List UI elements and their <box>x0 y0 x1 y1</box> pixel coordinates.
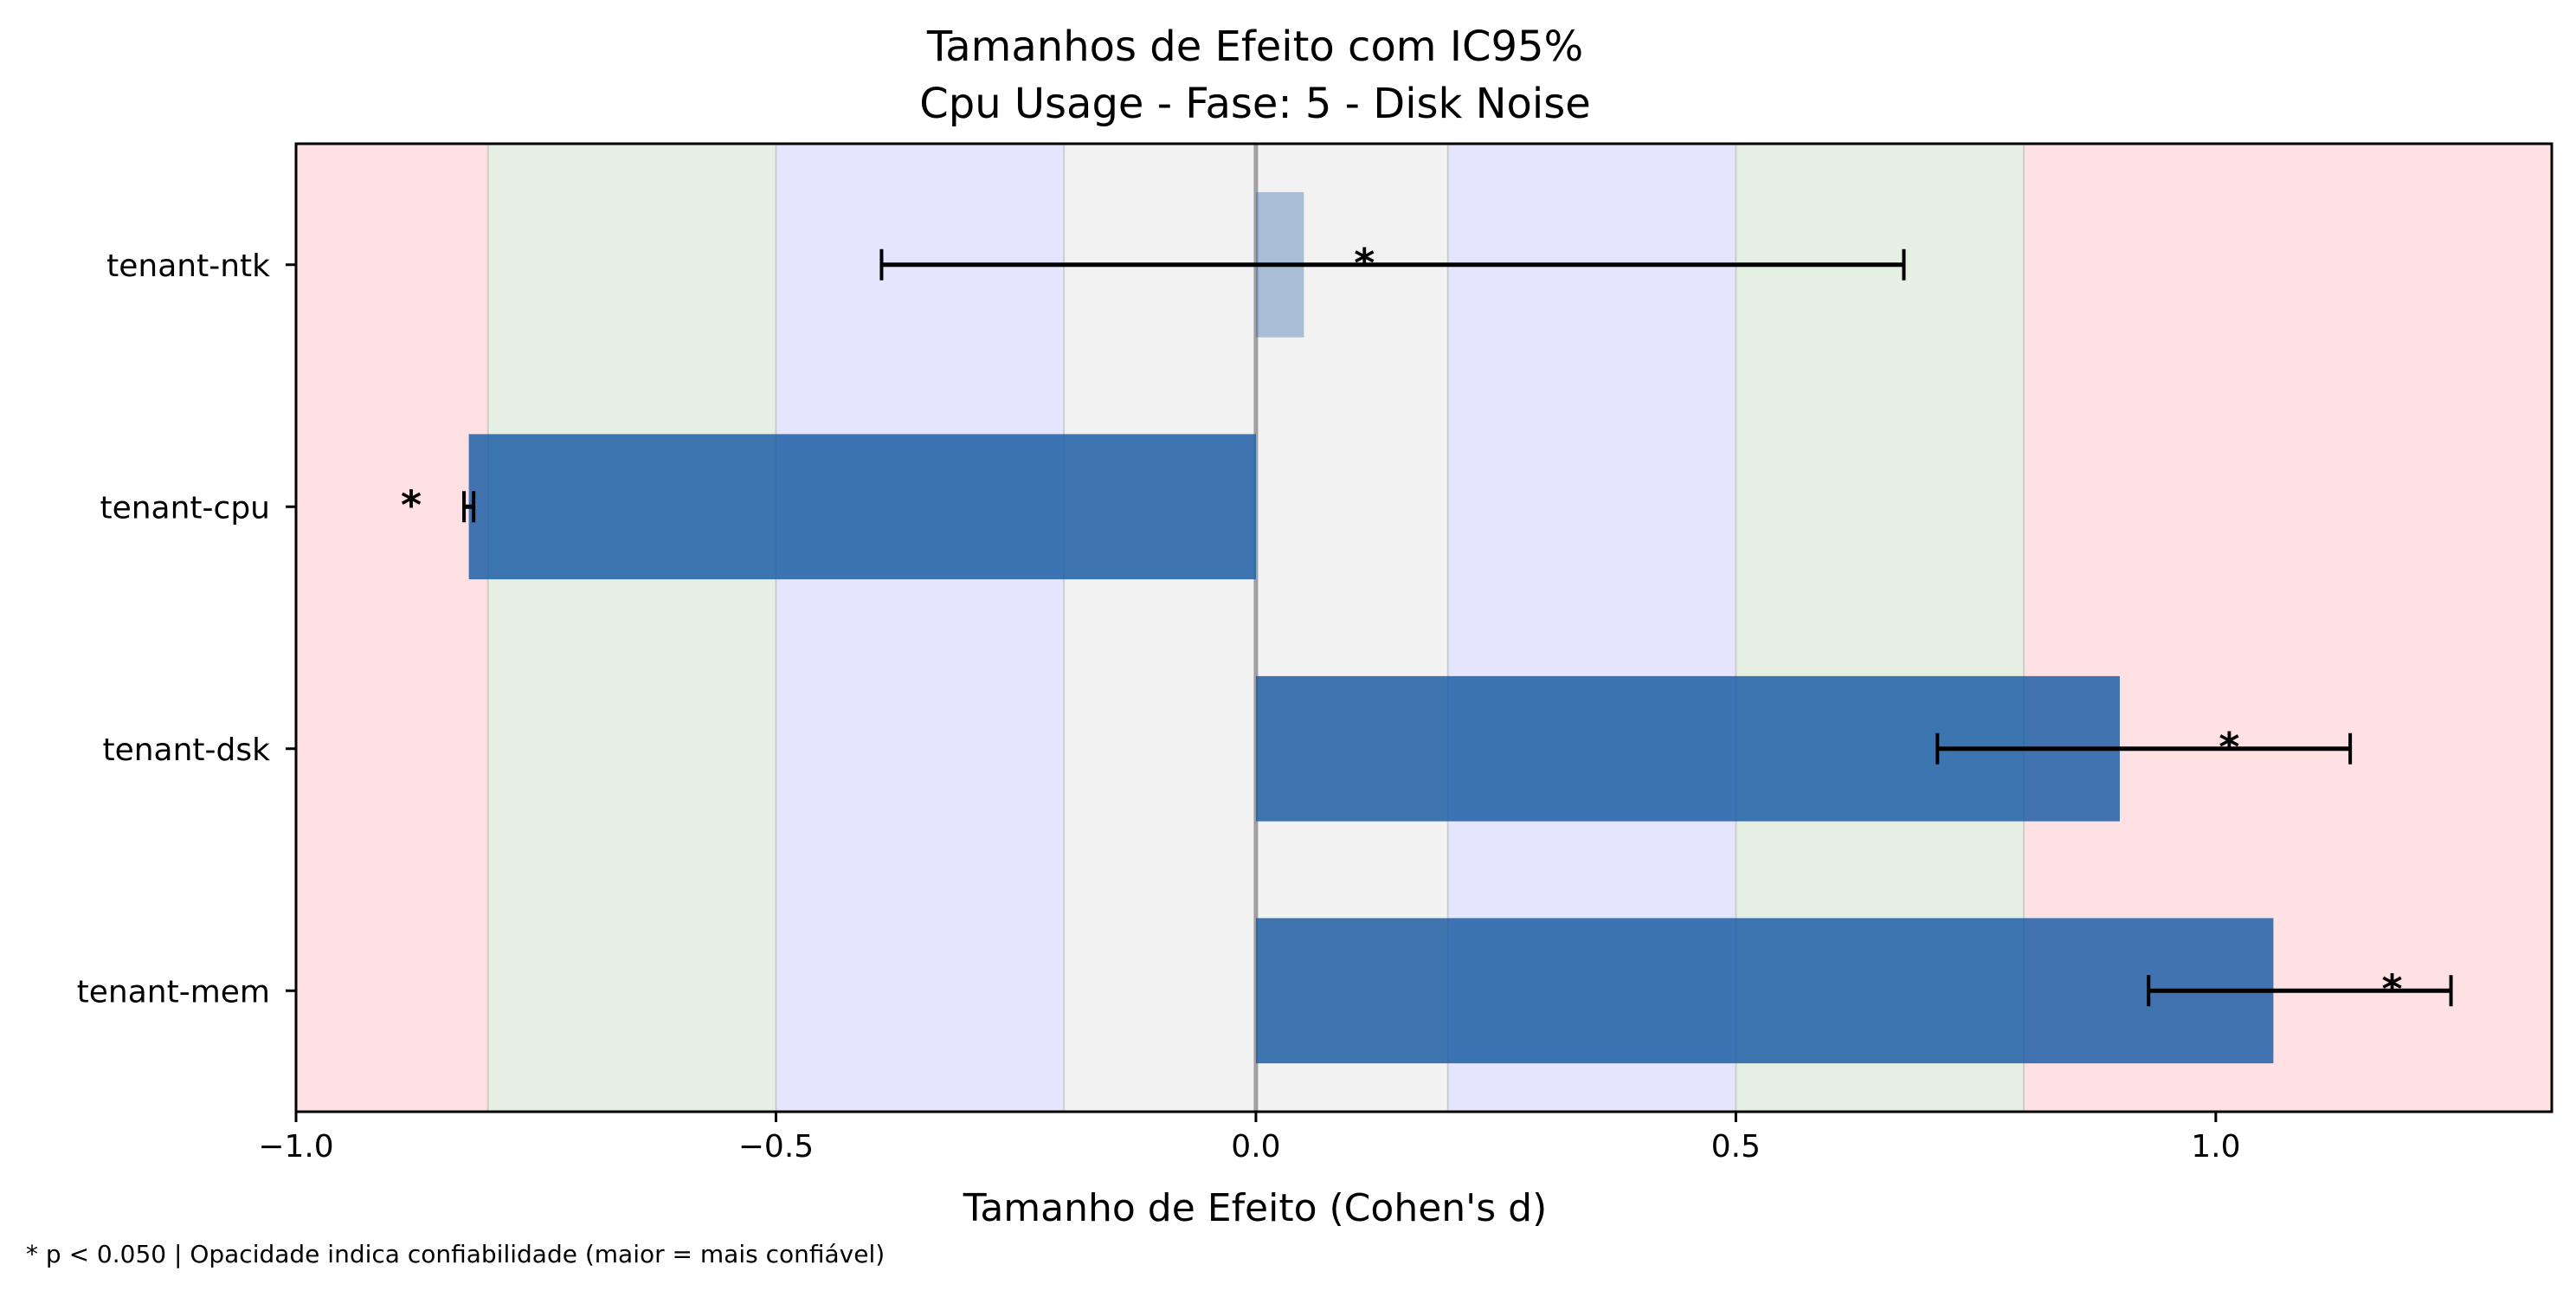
chart-title-line2: Cpu Usage - Fase: 5 - Disk Noise <box>919 80 1591 128</box>
chart-title-line1: Tamanhos de Efeito com IC95% <box>926 23 1583 71</box>
y-tick-label-tenant-cpu: tenant-cpu <box>100 490 270 526</box>
axes-group: −1.0 −0.5 0.0 0.5 1.0 tenant-ntk tenant-cpu ten… <box>77 142 2553 1165</box>
bar-tenant-mem <box>1255 918 2274 1064</box>
x-axis-label: Tamanho de Efeito (Cohen's d) <box>963 1186 1548 1230</box>
x-tick-label-2: 0.0 <box>1231 1129 1280 1165</box>
x-tick-label-3: 0.5 <box>1711 1129 1761 1165</box>
y-tick-label-tenant-ntk: tenant-ntk <box>106 248 270 284</box>
significance-marker-tenant-dsk: * <box>2219 724 2239 771</box>
y-tick-label-tenant-mem: tenant-mem <box>77 974 270 1010</box>
errorbars-group: * * * * <box>401 240 2453 1012</box>
effect-band-1 <box>487 144 776 1112</box>
x-tick-label-4: 1.0 <box>2191 1129 2240 1165</box>
footnote: * p < 0.050 | Opacidade indica confiabil… <box>26 1240 885 1268</box>
plot-frame <box>294 142 2553 1113</box>
effect-band-0 <box>296 144 488 1112</box>
significance-marker-tenant-cpu: * <box>401 481 422 528</box>
effect-band-2 <box>776 144 1065 1112</box>
significance-marker-tenant-mem: * <box>2381 965 2402 1012</box>
bar-tenant-cpu <box>468 434 1256 580</box>
significance-marker-tenant-ntk: * <box>1354 240 1375 287</box>
y-tick-label-tenant-dsk: tenant-dsk <box>102 732 270 768</box>
x-tick-label-1: −0.5 <box>738 1129 814 1165</box>
x-tick-label-0: −1.0 <box>258 1129 333 1165</box>
